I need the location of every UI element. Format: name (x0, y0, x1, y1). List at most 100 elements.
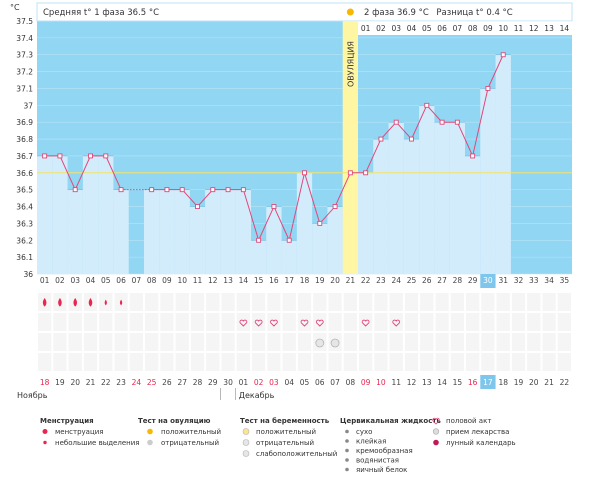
symptom-cell[interactable] (359, 353, 373, 371)
symptom-cell[interactable] (313, 313, 327, 331)
symptom-cell[interactable] (68, 313, 82, 331)
symptom-cell[interactable] (267, 293, 281, 311)
symptom-cell[interactable] (343, 313, 357, 331)
symptom-cell[interactable] (114, 333, 128, 351)
symptom-cell[interactable] (359, 293, 373, 311)
symptom-cell[interactable] (404, 333, 419, 351)
symptom-cell[interactable] (160, 293, 174, 311)
symptom-cell[interactable] (481, 353, 495, 371)
symptom-cell[interactable] (466, 293, 480, 311)
symptom-cell[interactable] (83, 313, 98, 331)
symptom-cell[interactable] (114, 313, 128, 331)
symptom-cell[interactable] (450, 333, 464, 351)
symptom-cell[interactable] (557, 293, 571, 311)
symptom-cell[interactable] (557, 333, 571, 351)
symptom-cell[interactable] (236, 293, 250, 311)
symptom-cell[interactable] (99, 353, 113, 371)
symptom-cell[interactable] (374, 313, 388, 331)
symptom-cell[interactable] (527, 353, 541, 371)
symptom-cell[interactable] (511, 313, 526, 331)
symptom-cell[interactable] (297, 313, 312, 331)
symptom-cell[interactable] (450, 313, 464, 331)
symptom-cell[interactable] (221, 333, 235, 351)
symptom-cell[interactable] (53, 313, 67, 331)
symptom-cell[interactable] (542, 293, 556, 311)
symptom-cell[interactable] (359, 333, 373, 351)
symptom-cell[interactable] (511, 333, 526, 351)
symptom-cell[interactable] (114, 353, 128, 371)
symptom-cell[interactable] (404, 353, 419, 371)
symptom-cell[interactable] (343, 353, 357, 371)
symptom-cell[interactable] (190, 313, 205, 331)
symptom-cell[interactable] (420, 313, 434, 331)
symptom-cell[interactable] (145, 293, 159, 311)
symptom-cell[interactable] (313, 293, 327, 311)
symptom-cell[interactable] (297, 293, 312, 311)
symptom-cell[interactable] (68, 333, 82, 351)
symptom-cell[interactable] (252, 353, 266, 371)
symptom-cell[interactable] (450, 353, 464, 371)
symptom-cell[interactable] (527, 333, 541, 351)
symptom-cell[interactable] (236, 353, 250, 371)
symptom-cell[interactable] (83, 353, 98, 371)
symptom-cell[interactable] (252, 313, 266, 331)
symptom-cell[interactable] (466, 353, 480, 371)
symptom-cell[interactable] (496, 333, 510, 351)
symptom-cell[interactable] (313, 353, 327, 371)
symptom-cell[interactable] (420, 333, 434, 351)
symptom-cell[interactable] (374, 293, 388, 311)
symptom-cell[interactable] (328, 353, 342, 371)
symptom-cell[interactable] (160, 333, 174, 351)
symptom-cell[interactable] (557, 353, 571, 371)
symptom-cell[interactable] (435, 313, 449, 331)
symptom-cell[interactable] (343, 333, 357, 351)
symptom-cell[interactable] (129, 313, 143, 331)
symptom-cell[interactable] (420, 293, 434, 311)
symptom-cell[interactable] (53, 333, 67, 351)
symptom-cell[interactable] (160, 353, 174, 371)
symptom-cell[interactable] (236, 313, 250, 331)
symptom-cell[interactable] (206, 293, 220, 311)
symptom-cell[interactable] (221, 353, 235, 371)
symptom-cell[interactable] (129, 353, 143, 371)
symptom-cell[interactable] (38, 333, 52, 351)
symptom-cell[interactable] (511, 353, 526, 371)
symptom-cell[interactable] (175, 353, 189, 371)
symptom-cell[interactable] (252, 333, 266, 351)
symptom-cell[interactable] (389, 293, 403, 311)
symptom-cell[interactable] (374, 353, 388, 371)
symptom-cell[interactable] (374, 333, 388, 351)
symptom-cell[interactable] (190, 333, 205, 351)
symptom-cell[interactable] (68, 353, 82, 371)
symptom-cell[interactable] (206, 353, 220, 371)
symptom-cell[interactable] (267, 313, 281, 331)
symptom-cell[interactable] (435, 293, 449, 311)
symptom-cell[interactable] (206, 333, 220, 351)
symptom-cell[interactable] (527, 313, 541, 331)
symptom-cell[interactable] (267, 333, 281, 351)
symptom-cell[interactable] (145, 353, 159, 371)
symptom-cell[interactable] (343, 293, 357, 311)
symptom-cell[interactable] (481, 293, 495, 311)
symptom-cell[interactable] (511, 293, 526, 311)
symptom-cell[interactable] (404, 293, 419, 311)
symptom-cell[interactable] (481, 313, 495, 331)
symptom-cell[interactable] (389, 353, 403, 371)
symptom-cell[interactable] (282, 293, 296, 311)
symptom-cell[interactable] (53, 353, 67, 371)
symptom-cell[interactable] (190, 353, 205, 371)
symptom-cell[interactable] (252, 293, 266, 311)
symptom-cell[interactable] (542, 313, 556, 331)
symptom-cell[interactable] (145, 333, 159, 351)
symptom-cell[interactable] (297, 353, 312, 371)
symptom-cell[interactable] (328, 293, 342, 311)
symptom-cell[interactable] (435, 333, 449, 351)
symptom-cell[interactable] (38, 353, 52, 371)
symptom-cell[interactable] (542, 353, 556, 371)
symptom-cell[interactable] (496, 313, 510, 331)
symptom-cell[interactable] (282, 333, 296, 351)
symptom-cell[interactable] (420, 353, 434, 371)
symptom-cell[interactable] (450, 293, 464, 311)
symptom-cell[interactable] (206, 313, 220, 331)
symptom-cell[interactable] (221, 313, 235, 331)
